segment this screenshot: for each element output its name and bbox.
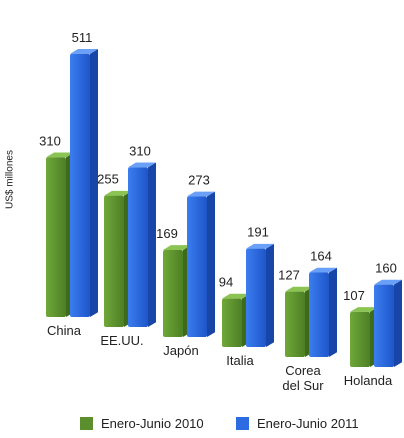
category-label: Holanda [344, 373, 393, 388]
bar-top [187, 191, 215, 197]
bar-top [222, 293, 250, 299]
bar-2010-3 [222, 293, 250, 347]
value-label: 255 [97, 172, 119, 187]
value-label: 310 [129, 143, 151, 158]
bar-front [309, 272, 329, 357]
y-axis-label-text: US$ millones [4, 150, 16, 209]
bar-top [46, 152, 74, 158]
value-label: 164 [310, 249, 332, 264]
bar-side [207, 191, 215, 337]
bar-front [187, 196, 207, 337]
bars-group [46, 49, 402, 367]
bar-front [285, 291, 305, 357]
bar-chart: 310 511 255 310 169 273 94 191 127 164 107 160 Chin… [39, 30, 402, 393]
bar-2011-1 [128, 162, 156, 327]
bar-2011-4 [309, 267, 337, 357]
bar-2011-5 [374, 279, 402, 367]
bar-top [128, 162, 156, 168]
value-label: 310 [39, 133, 61, 148]
category-label: EE.UU. [100, 333, 143, 348]
bar-front [222, 298, 242, 347]
category-label: Corea del Sur [282, 363, 324, 393]
bar-side [329, 267, 337, 357]
bar-front [70, 53, 90, 318]
bar-top [285, 286, 313, 292]
bar-top [350, 307, 378, 312]
bar-front [104, 195, 124, 327]
category-label: China [47, 323, 82, 338]
bar-front [163, 249, 183, 337]
bar-2011-2 [187, 191, 215, 337]
legend-swatch-2011 [236, 417, 249, 430]
bar-side [90, 49, 98, 317]
bar-side [394, 279, 402, 367]
value-label: 191 [247, 225, 269, 240]
bar-2011-0 [70, 49, 98, 318]
bar-2011-3 [246, 243, 274, 347]
legend-label-2011: Enero-Junio 2011 [257, 416, 359, 431]
bar-2010-4 [285, 286, 313, 357]
legend-label-2010: Enero-Junio 2010 [101, 416, 204, 431]
bar-side [148, 162, 156, 327]
legend-item-2011: Enero-Junio 2011 [236, 416, 359, 431]
bar-2010-5 [350, 307, 378, 367]
bar-top [70, 49, 98, 54]
legend-item-2010: Enero-Junio 2010 [80, 416, 204, 431]
legend: Enero-Junio 2010 Enero-Junio 2011 [0, 416, 404, 436]
bar-front [128, 167, 148, 327]
bar-2010-1 [104, 190, 132, 327]
value-label: 169 [156, 226, 178, 241]
bar-top [246, 243, 274, 249]
bar-2010-2 [163, 245, 191, 337]
legend-swatch-2010 [80, 417, 93, 430]
bar-front [350, 311, 370, 367]
category-label: Japón [163, 343, 198, 358]
category-label: Italia [226, 353, 254, 368]
value-labels-group: 310 511 255 310 169 273 94 191 127 164 107 160 [39, 30, 397, 303]
bar-2010-0 [46, 152, 74, 317]
value-label: 273 [188, 172, 210, 187]
value-label: 94 [219, 275, 233, 290]
bar-top [163, 245, 191, 250]
bar-front [46, 157, 66, 317]
bar-top [374, 279, 402, 285]
value-label: 511 [72, 30, 93, 45]
bar-top [104, 190, 132, 196]
value-label: 107 [343, 288, 365, 303]
bar-front [246, 248, 266, 347]
value-label: 127 [278, 268, 300, 283]
bar-front [374, 284, 394, 367]
category-labels-group: China EE.UU. Japón Italia Corea del Sur Holand… [47, 323, 393, 393]
value-label: 160 [375, 261, 397, 276]
bar-side [266, 243, 274, 347]
bar-top [309, 267, 337, 273]
